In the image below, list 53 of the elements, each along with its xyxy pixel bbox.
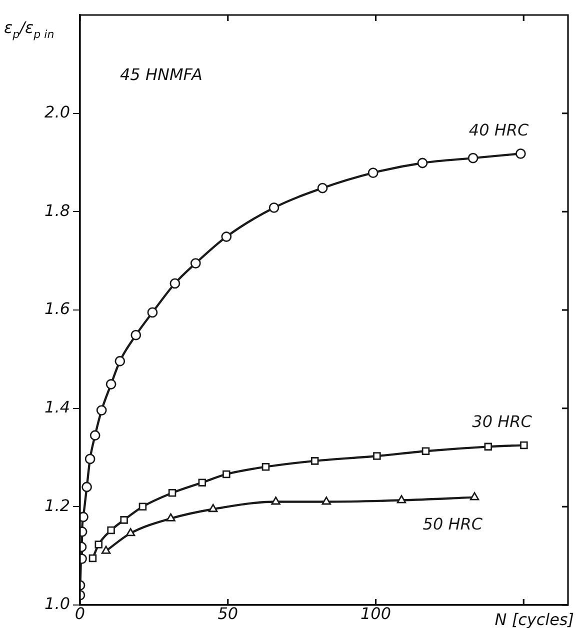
point <box>468 152 478 164</box>
annotation: 45 HNMFA <box>120 65 202 84</box>
point <box>106 379 116 390</box>
point <box>107 526 115 534</box>
point <box>422 447 430 455</box>
point <box>271 496 280 505</box>
point <box>94 540 103 548</box>
point <box>208 504 218 512</box>
point <box>268 202 280 213</box>
point <box>84 454 96 464</box>
point <box>515 148 526 159</box>
y-tick-label: 1.0 <box>44 594 70 614</box>
y-tick-label: 1.8 <box>44 200 70 220</box>
y-tick-label: 1.4 <box>44 397 70 416</box>
point <box>221 232 232 242</box>
point <box>368 168 378 178</box>
point <box>310 457 319 465</box>
point <box>120 516 128 524</box>
point <box>470 492 480 500</box>
point <box>138 502 147 511</box>
point <box>130 330 142 340</box>
point <box>166 513 176 522</box>
y-tick-label: 2.0 <box>44 102 70 122</box>
point <box>126 528 136 536</box>
point <box>168 489 176 497</box>
x-tick-label: 50 <box>218 604 238 623</box>
point <box>322 496 331 505</box>
y-tick-label: 1.2 <box>44 496 70 515</box>
point <box>170 278 180 289</box>
point <box>396 495 406 504</box>
series-label: 50 HRC <box>422 514 484 534</box>
point <box>90 430 100 441</box>
point <box>198 478 206 486</box>
point <box>101 546 111 554</box>
point <box>114 356 126 366</box>
series-label: 30 HRC <box>472 412 533 432</box>
point <box>484 442 492 451</box>
point <box>147 307 158 318</box>
y-tick-label: 1.6 <box>44 299 70 318</box>
point <box>190 258 201 268</box>
point <box>520 441 528 450</box>
point <box>82 482 92 492</box>
point <box>373 452 381 460</box>
point <box>96 405 107 416</box>
x-axis-title: N [cycles] <box>494 610 574 628</box>
point <box>88 554 97 562</box>
x-tick-label: 0 <box>74 604 86 623</box>
point <box>222 470 230 478</box>
x-tick-label: 100 <box>360 604 392 623</box>
series-label: 40 HRC <box>468 120 530 140</box>
point <box>417 158 428 168</box>
point <box>262 462 270 471</box>
point <box>317 182 328 194</box>
